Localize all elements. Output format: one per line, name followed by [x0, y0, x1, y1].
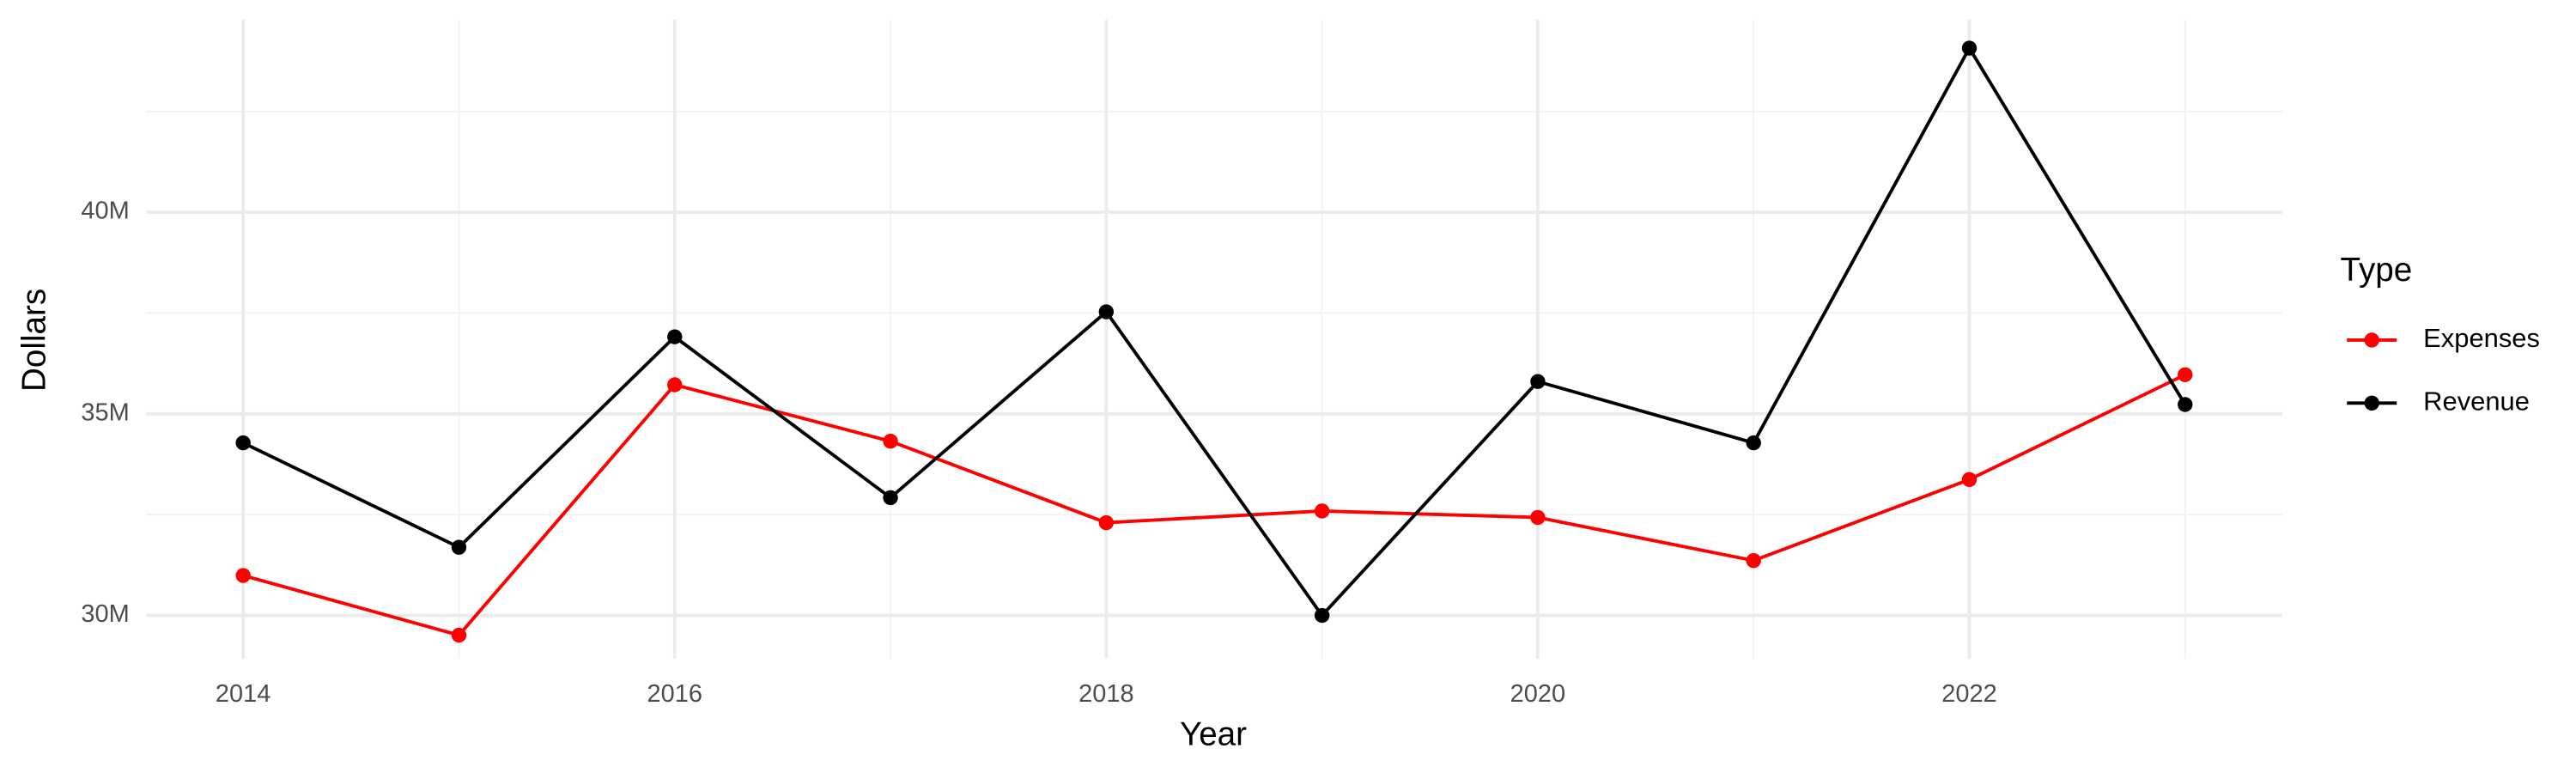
x-tick-label: 2014	[216, 680, 270, 708]
point	[1530, 374, 1546, 389]
point	[1314, 503, 1330, 519]
x-tick-label: 2016	[647, 680, 702, 708]
point	[1098, 514, 1115, 531]
point	[1961, 40, 1978, 56]
x-tick-label: 2018	[1078, 680, 1133, 708]
point	[667, 377, 683, 393]
x-axis-title: Year	[1180, 716, 1247, 753]
point	[235, 435, 251, 451]
point	[1746, 552, 1761, 569]
legend-swatch	[2364, 395, 2379, 411]
point	[883, 490, 898, 506]
point	[1961, 472, 1978, 488]
legend-title: Type	[2341, 252, 2413, 289]
line	[242, 373, 2186, 637]
x-tick-label: 2020	[1510, 680, 1565, 708]
point	[883, 434, 898, 449]
x-tick-label: 2022	[1941, 680, 1996, 708]
y-axis-title: Dollars	[16, 289, 53, 392]
y-tick-label: 40M	[81, 198, 129, 225]
point	[2178, 367, 2193, 382]
point	[1746, 435, 1761, 451]
legend-label: Expenses	[2423, 323, 2540, 353]
y-tick-label: 35M	[81, 399, 129, 426]
point	[2178, 397, 2193, 412]
line	[242, 45, 2187, 618]
legend-label: Revenue	[2423, 386, 2530, 416]
point	[235, 568, 251, 583]
point	[1098, 304, 1115, 320]
point	[1530, 509, 1546, 526]
point	[1314, 607, 1330, 624]
point	[451, 539, 467, 555]
legend-swatch	[2364, 332, 2379, 348]
point	[667, 329, 683, 344]
y-tick-label: 30M	[81, 600, 129, 628]
point	[451, 627, 467, 643]
